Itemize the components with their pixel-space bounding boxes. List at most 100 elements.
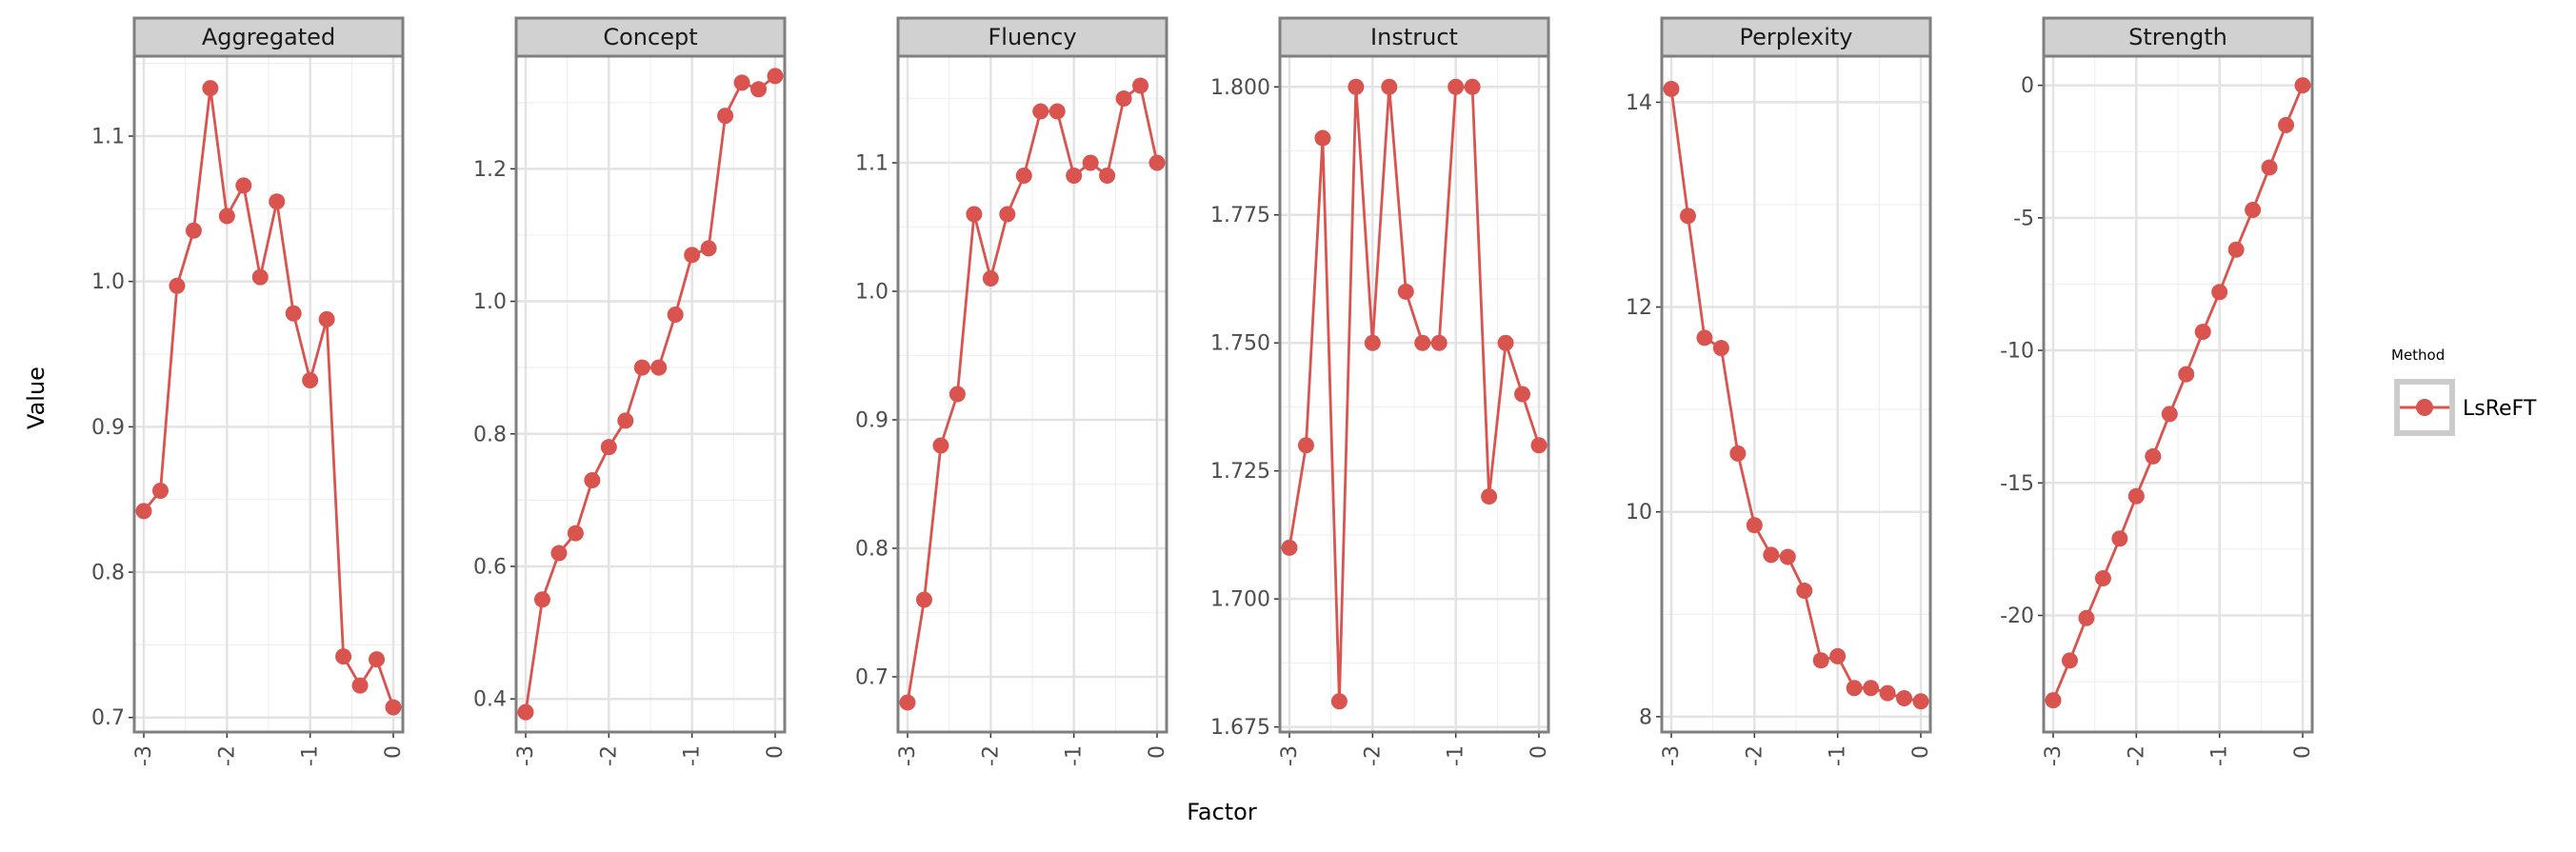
data-point [1812,652,1829,669]
data-point [1297,437,1314,454]
data-point [1430,334,1448,351]
legend-key-marker [2416,399,2433,416]
facet-title-concept: Concept [603,24,697,50]
data-point [949,386,966,403]
y-tick-label: 14 [1626,91,1652,115]
data-point [1148,154,1166,171]
data-point [285,305,302,322]
data-point [2127,487,2145,505]
data-point [1048,103,1066,120]
data-point [135,503,152,520]
data-point [2045,692,2062,709]
data-point [733,74,750,91]
x-tick-label: -3 [1660,745,1684,766]
data-point [2194,324,2211,341]
data-point [2061,652,2078,669]
legend-title: Method [2391,347,2445,364]
x-tick-label: 0 [382,745,406,759]
data-point [584,471,601,488]
series-line-lsreft [1669,89,1922,703]
y-tick-label: 1.0 [473,290,507,314]
data-point [202,80,219,97]
x-tick-label: -1 [681,745,705,766]
facet-strip [132,16,405,58]
y-tick-label: 0.9 [855,408,889,432]
y-axis-title: Value [23,367,50,429]
facet-title-fluency: Fluency [988,24,1076,50]
data-point [369,651,386,668]
data-point [1115,90,1132,108]
data-point [1796,583,1813,600]
data-point [2245,201,2262,218]
y-tick-label: 8 [1639,705,1652,729]
x-tick-label: -1 [1063,745,1087,766]
series-line-lsreft [2051,85,2305,702]
data-point [1015,168,1032,185]
data-point [1464,78,1481,95]
x-tick-label: -3 [1278,745,1302,766]
data-point [1879,684,1896,702]
facet-strip [896,16,1168,58]
x-tick-label: -2 [597,745,621,766]
data-point [1066,168,1083,185]
y-tick-label: 1.0 [855,281,889,305]
x-tick-label: -3 [132,745,156,766]
y-tick-label: 1.800 [1210,76,1270,100]
y-tick-label: -20 [2000,604,2034,628]
data-point [2261,159,2278,176]
x-tick-label: -2 [215,745,239,766]
data-point [2294,77,2311,94]
data-point [351,677,369,694]
data-point [1099,168,1116,185]
y-tick-label: -10 [2000,340,2034,364]
x-tick-label: -2 [979,745,1003,766]
y-tick-label: 1.0 [91,270,125,294]
y-tick-label: 1.750 [1210,332,1270,356]
data-point [235,177,252,194]
data-point [1530,437,1548,454]
data-point [169,277,186,294]
x-tick-label: -3 [896,745,920,766]
facet-strip [2042,16,2314,58]
data-point [385,699,402,716]
data-point [185,222,202,239]
y-tick-label: -5 [2013,207,2034,230]
data-point [1330,693,1348,710]
data-point [899,694,916,711]
data-point [915,591,932,608]
data-point [2278,116,2295,133]
x-tick-label: -1 [1827,745,1850,766]
data-point [1414,334,1431,351]
facet-strip [1660,16,1932,58]
data-point [269,193,286,210]
data-point [1381,78,1398,95]
data-point [302,371,319,388]
y-tick-label: 1.725 [1210,460,1270,484]
series-line-lsreft [1288,85,1541,703]
y-tick-label: 12 [1626,296,1652,320]
data-point [650,359,668,376]
data-point [1746,517,1763,534]
data-point [1314,129,1331,147]
x-axis-title: Factor [1187,799,1257,825]
data-point [600,439,617,456]
data-point [1663,80,1680,97]
data-point [1912,693,1929,710]
data-point [2145,447,2162,465]
y-tick-label: 1.775 [1210,204,1270,228]
y-tick-label: 0.8 [855,537,889,561]
y-tick-label: 0.6 [473,555,507,579]
data-point [1712,340,1729,357]
data-point [1132,77,1149,94]
series-line-lsreft [524,74,776,713]
data-point [932,437,949,454]
data-point [1448,78,1465,95]
facet-title-instruct: Instruct [1370,24,1458,50]
panel-fluency: -3 -2 -1 0 0.7 0.8 0.9 1.0 1.1 Fluency [855,16,1169,766]
data-point [533,591,550,608]
x-tick-label: -2 [1743,745,1767,766]
data-point [1763,546,1780,564]
x-tick-label: 0 [2291,745,2315,759]
